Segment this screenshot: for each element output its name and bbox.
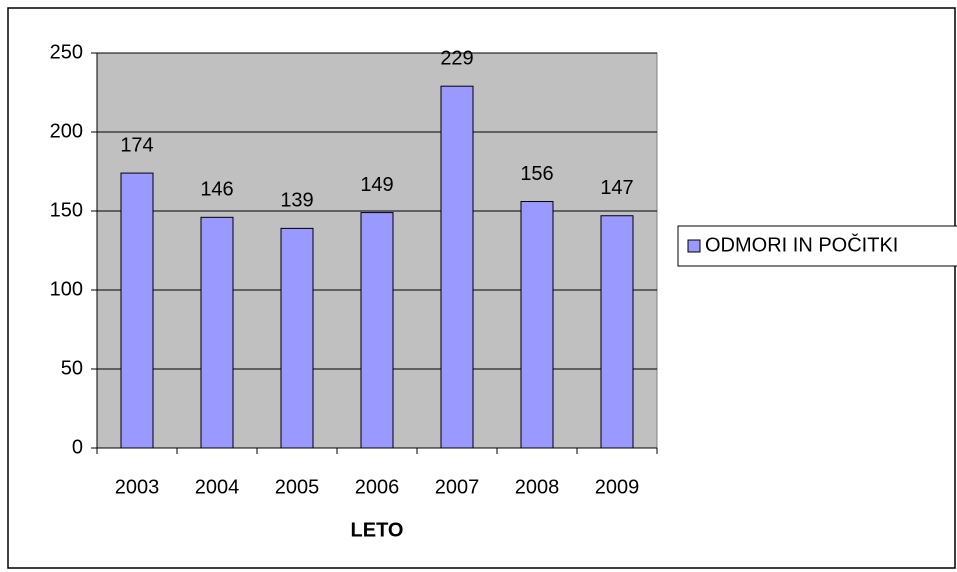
data-label: 139 xyxy=(280,190,313,212)
x-tick-label: 2006 xyxy=(355,476,400,498)
legend-box xyxy=(677,225,957,267)
data-label: 229 xyxy=(440,47,473,69)
data-label: 149 xyxy=(360,174,393,196)
x-tick-label: 2009 xyxy=(595,476,640,498)
x-tick-label: 2007 xyxy=(435,476,480,498)
x-axis-label: LETO xyxy=(351,519,404,541)
legend-label: ODMORI IN POČITKI xyxy=(705,233,898,256)
y-tick-label: 50 xyxy=(61,357,83,379)
y-tick-label: 250 xyxy=(50,41,83,63)
x-tick-label: 2005 xyxy=(275,476,320,498)
y-tick-label: 150 xyxy=(50,199,83,221)
y-tick-label: 100 xyxy=(50,278,83,300)
data-label: 174 xyxy=(120,134,153,156)
bar xyxy=(600,215,634,449)
bar xyxy=(280,227,314,449)
data-label: 147 xyxy=(600,177,633,199)
x-tick-label: 2004 xyxy=(195,476,240,498)
legend-swatch xyxy=(687,239,701,253)
y-tick-label: 0 xyxy=(72,436,83,458)
data-label: 156 xyxy=(520,163,553,185)
x-tick-label: 2008 xyxy=(515,476,560,498)
bar xyxy=(440,85,474,449)
y-tick-label: 200 xyxy=(50,120,83,142)
bar xyxy=(200,216,234,449)
bar xyxy=(520,201,554,449)
bar xyxy=(120,172,154,449)
bar xyxy=(360,212,394,449)
data-label: 146 xyxy=(200,179,233,201)
x-tick-label: 2003 xyxy=(115,476,160,498)
